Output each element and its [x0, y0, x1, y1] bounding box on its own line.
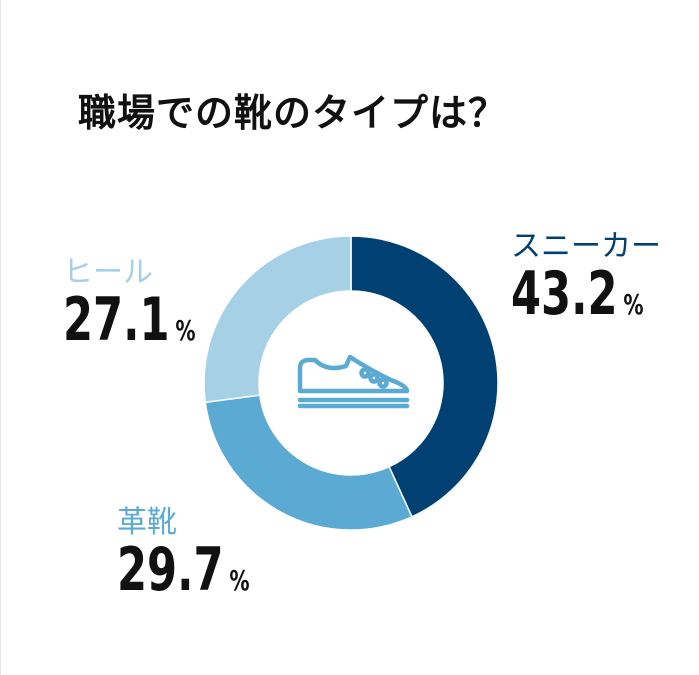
label-heel-value: 27.1%	[63, 290, 196, 361]
shoe-icon	[297, 354, 410, 409]
label-sneaker: スニーカー 43.2%	[511, 230, 695, 335]
label-sneaker-name: スニーカー	[511, 229, 661, 264]
left-border	[0, 0, 1, 675]
slice-sneaker	[350, 235, 499, 518]
label-heel-name: ヒール	[63, 255, 153, 290]
label-sneaker-unit: %	[623, 288, 644, 321]
label-heel-number: 27.1	[63, 285, 170, 355]
label-leather-value: 29.7%	[117, 540, 250, 611]
label-leather-unit: %	[229, 564, 250, 597]
chart-title: 職場での靴のタイプは？	[78, 91, 508, 135]
label-heel-unit: %	[175, 314, 196, 347]
slice-heel	[203, 235, 352, 404]
slices-group	[203, 235, 499, 531]
slice-leather	[204, 394, 413, 531]
label-heel: ヒール 27.1%	[63, 256, 247, 361]
label-sneaker-number: 43.2	[511, 259, 618, 329]
label-leather: 革靴 29.7%	[117, 506, 301, 611]
label-sneaker-value: 43.2%	[511, 264, 644, 335]
label-leather-number: 29.7	[117, 535, 224, 605]
label-leather-name: 革靴	[117, 505, 177, 540]
